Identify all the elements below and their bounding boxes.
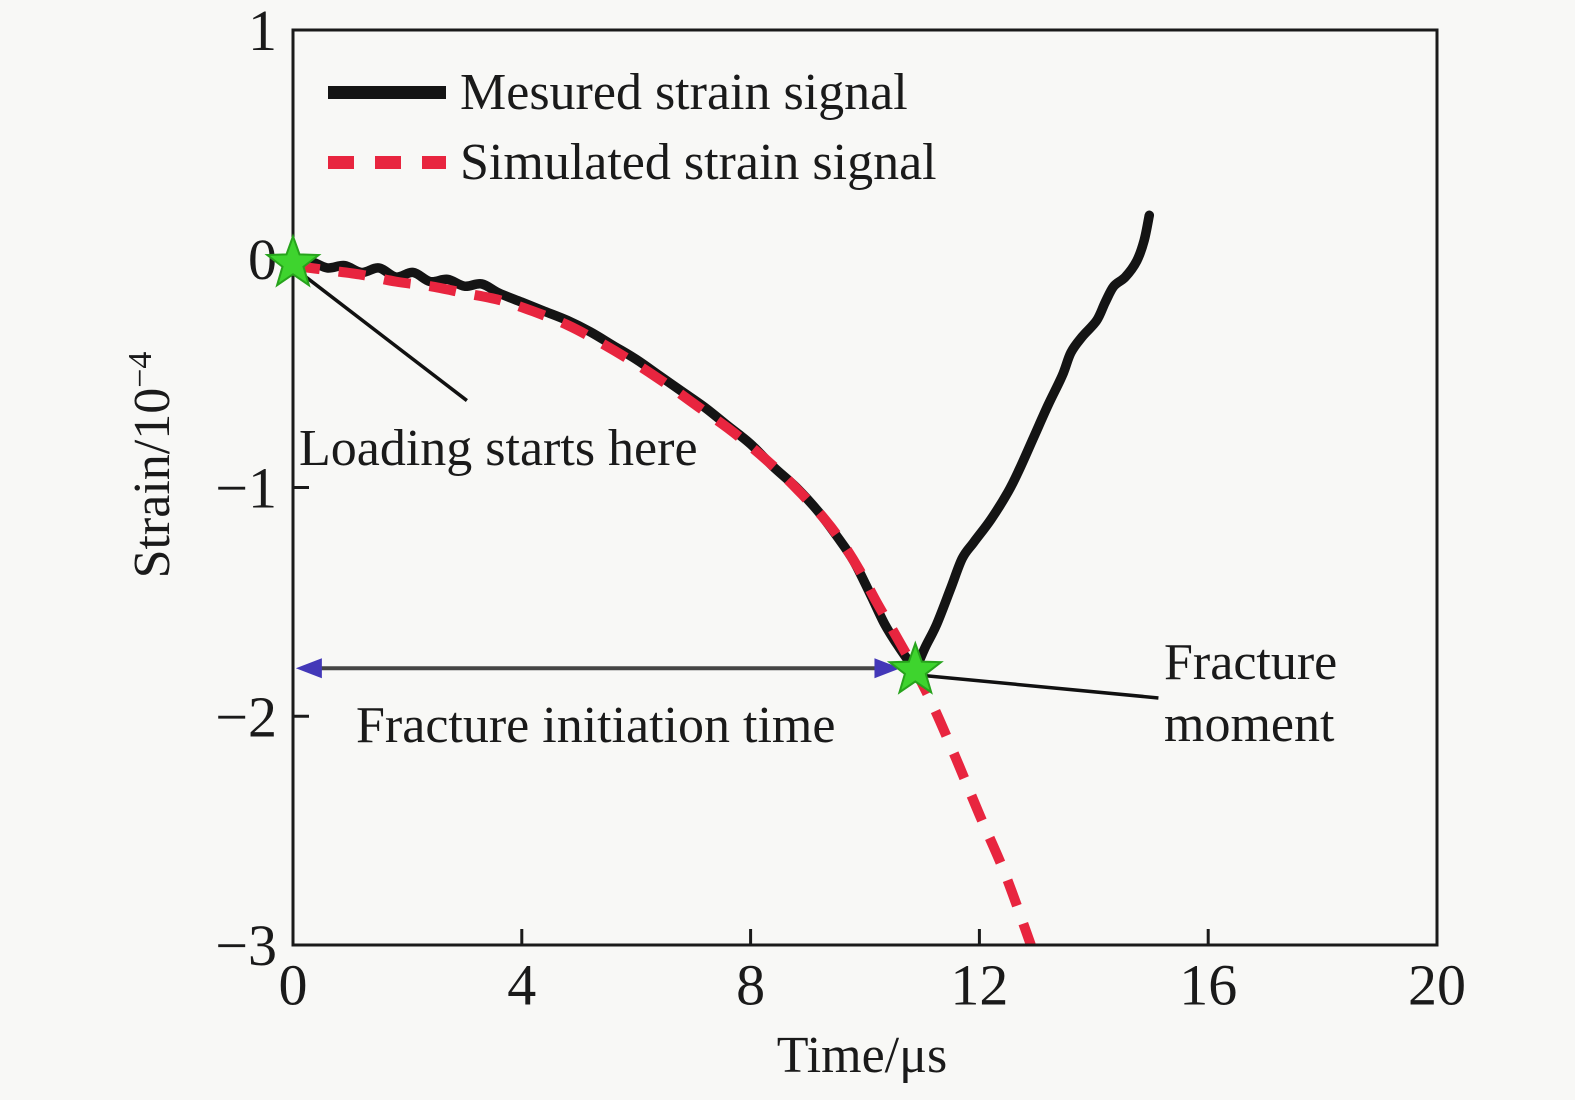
x-tick-label-0: 0 bbox=[279, 953, 308, 1018]
annotation-loading-starts-here: Loading starts here bbox=[299, 420, 698, 477]
x-tick-label-2: 8 bbox=[736, 953, 765, 1018]
legend: Mesured strain signal Simulated strain s… bbox=[328, 57, 937, 197]
x-tick-label-5: 20 bbox=[1408, 953, 1466, 1018]
y-tick-label-0: 1 bbox=[248, 0, 277, 63]
simulated-line-sample bbox=[328, 155, 446, 169]
x-axis-title: Time/μs bbox=[776, 1027, 948, 1084]
legend-label-simulated: Simulated strain signal bbox=[460, 133, 937, 191]
measured-curve-segment-2 bbox=[910, 210, 1155, 676]
legend-item-measured: Mesured strain signal bbox=[328, 57, 937, 127]
loading-start-star-marker bbox=[264, 233, 322, 288]
y-axis-title-base: Strain/10 bbox=[124, 387, 182, 579]
y-tick-label-2: −1 bbox=[215, 456, 277, 521]
annotation-fracture-moment-line1: Fracture bbox=[1164, 634, 1338, 691]
y-tick-label-3: −2 bbox=[215, 684, 277, 749]
x-tick-label-4: 16 bbox=[1179, 953, 1237, 1018]
annotation-fracture-moment: Fracture moment bbox=[1164, 632, 1337, 757]
y-axis-title: Strain/10−4 bbox=[122, 352, 182, 579]
annotation-fracture-moment-line2: moment bbox=[1164, 696, 1335, 754]
legend-label-measured: Mesured strain signal bbox=[460, 63, 908, 121]
fracture-moment-leader-line bbox=[919, 673, 1159, 700]
arrowhead-left-icon bbox=[295, 658, 322, 679]
x-tick-label-3: 12 bbox=[950, 953, 1008, 1018]
arrowhead-right-icon bbox=[874, 658, 901, 679]
annotation-fracture-initiation-time: Fracture initiation time bbox=[356, 697, 836, 754]
loading-leader-line bbox=[295, 268, 468, 402]
y-tick-label-4: −3 bbox=[215, 913, 277, 978]
x-tick-label-1: 4 bbox=[507, 953, 536, 1018]
simulated-curve bbox=[292, 260, 1036, 947]
legend-item-simulated: Simulated strain signal bbox=[328, 127, 937, 197]
measured-line-sample bbox=[328, 85, 446, 99]
fracture-moment-star-marker bbox=[886, 640, 944, 695]
y-axis-title-exponent: −4 bbox=[121, 351, 159, 388]
